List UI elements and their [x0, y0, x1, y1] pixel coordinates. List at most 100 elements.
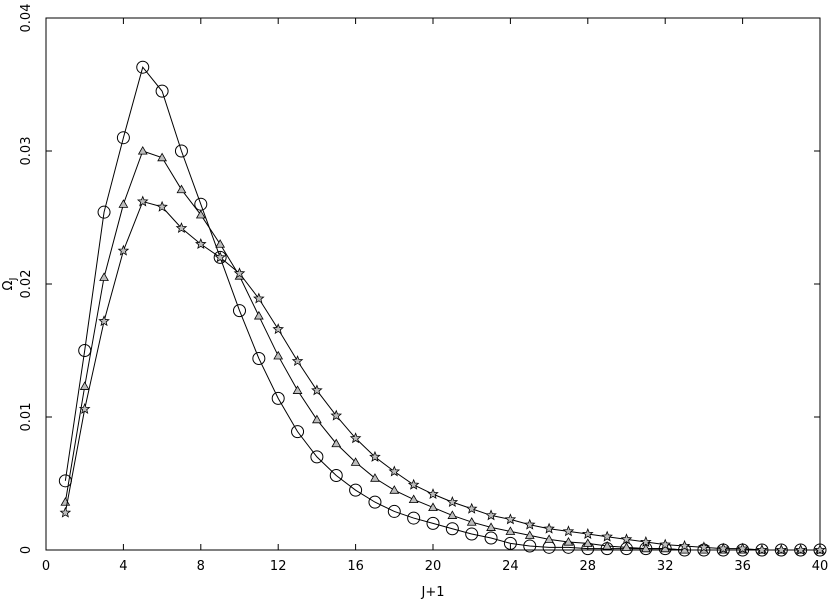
x-tick-label: 28 [580, 559, 597, 574]
data-point-star [698, 541, 710, 553]
y-tick-label: 0.03 [19, 137, 34, 166]
data-point-circle [445, 522, 459, 536]
data-point-star [678, 539, 691, 551]
data-point-triangle [447, 510, 458, 519]
data-point-triangle [253, 310, 264, 320]
data-point-triangle [486, 522, 496, 531]
data-point-star [388, 465, 401, 477]
data-point-circle [310, 450, 324, 464]
series-line-star [64, 200, 820, 551]
data-point-star [717, 542, 730, 554]
data-point-circle [97, 205, 111, 219]
data-point-star [117, 244, 130, 256]
data-point-triangle [602, 541, 613, 550]
series-line-triangle [64, 150, 820, 551]
data-point-star [504, 513, 517, 525]
series-star [59, 195, 826, 555]
data-point-star [775, 543, 788, 555]
data-point-star [446, 496, 459, 508]
data-point-triangle [524, 530, 535, 539]
x-tick-label: 8 [197, 559, 205, 574]
data-point-star [291, 355, 304, 367]
plot-frame [45, 17, 821, 551]
data-point-triangle [137, 145, 148, 155]
x-tick-label: 40 [812, 559, 829, 574]
data-point-star [233, 267, 246, 279]
x-tick-label: 16 [347, 559, 364, 574]
data-point-star [311, 384, 323, 396]
data-point-triangle [428, 502, 438, 511]
data-point-triangle [157, 152, 167, 162]
data-point-star [601, 530, 613, 542]
y-axis-title-main: Ω [1, 280, 16, 290]
data-point-circle [233, 304, 246, 318]
data-point-triangle [79, 381, 90, 390]
series-triangle [60, 145, 825, 554]
data-point-star [175, 222, 188, 234]
x-tick-label: 32 [657, 559, 674, 574]
data-point-triangle [331, 438, 342, 448]
data-point-star [253, 292, 265, 304]
data-point-star [136, 195, 149, 207]
data-point-star [582, 527, 594, 539]
data-point-circle [387, 504, 401, 518]
data-point-star [369, 450, 381, 462]
data-point-star [523, 518, 536, 530]
data-point-triangle [312, 414, 322, 424]
data-point-triangle [544, 534, 554, 543]
data-point-star [98, 315, 110, 327]
data-point-triangle [176, 184, 187, 194]
x-tick-label: 4 [119, 559, 127, 574]
series-circle [58, 60, 827, 557]
data-point-star [620, 533, 633, 545]
data-point-triangle [99, 272, 109, 281]
data-point-star [272, 323, 284, 335]
data-point-circle [465, 527, 479, 541]
y-tick-label: 0 [19, 546, 34, 554]
data-point-star [756, 543, 768, 555]
series-line-circle [64, 66, 820, 551]
x-axis-title: J+1 [421, 585, 445, 600]
data-point-circle [116, 131, 130, 145]
data-point-star [659, 538, 671, 550]
data-point-star [562, 525, 575, 537]
x-tick-label: 24 [502, 559, 519, 574]
data-point-circle [503, 536, 517, 550]
data-point-triangle [582, 538, 593, 547]
y-axis-ticks: 0 0.01 0.02 0.03 0.04 [19, 4, 820, 554]
data-point-triangle [466, 517, 477, 526]
data-point-circle [426, 516, 440, 530]
data-point-triangle [389, 485, 400, 494]
data-point-triangle [621, 542, 632, 551]
x-tick-label: 36 [734, 559, 751, 574]
data-point-triangle [408, 494, 419, 504]
y-axis-title-subscript: J [8, 278, 19, 282]
data-point-circle [271, 391, 285, 405]
data-point-circle [523, 539, 537, 553]
data-point-star [156, 200, 168, 212]
data-point-star [794, 543, 807, 555]
data-point-circle [155, 84, 169, 98]
data-point-circle [368, 495, 382, 509]
data-point-star [427, 488, 439, 500]
series-group [58, 60, 827, 557]
data-point-star [349, 432, 362, 444]
plot-border [45, 17, 821, 551]
data-point-star [485, 509, 497, 521]
data-point-triangle [292, 385, 303, 394]
data-point-triangle [118, 199, 129, 208]
data-point-star [78, 402, 91, 414]
y-tick-label: 0.04 [19, 4, 34, 33]
data-point-triangle [273, 350, 284, 360]
data-point-triangle [640, 543, 651, 553]
data-point-circle [329, 469, 343, 483]
data-point-circle [407, 511, 421, 525]
data-point-triangle [505, 526, 516, 535]
data-point-star [59, 506, 72, 518]
data-point-circle [136, 60, 150, 74]
data-point-star [195, 238, 207, 250]
data-point-triangle [350, 457, 361, 466]
data-point-triangle [215, 239, 226, 248]
data-point-circle [252, 351, 266, 365]
